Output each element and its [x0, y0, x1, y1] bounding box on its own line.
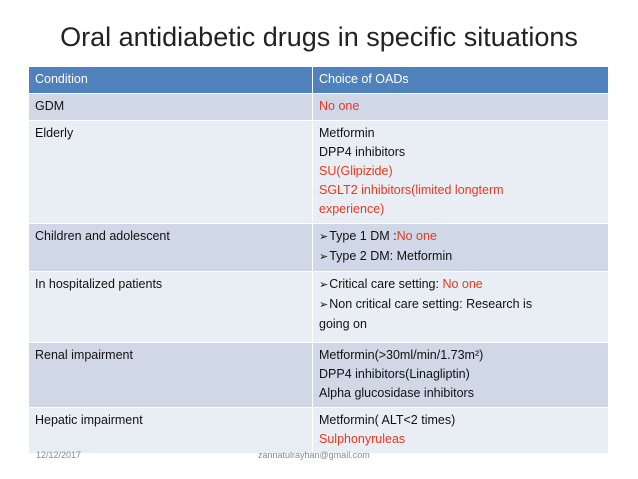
choice-line: ➢Critical care setting: No one — [319, 277, 483, 291]
header-choice: Choice of OADs — [312, 67, 609, 94]
slide-title: Oral antidiabetic drugs in specific situ… — [60, 22, 578, 52]
choice-line: Metformin(>30ml/min/1.73m²) — [319, 348, 484, 362]
table-header-row: Condition Choice of OADs — [29, 67, 609, 94]
condition-cell: In hospitalized patients — [29, 271, 313, 343]
choice-line: going on — [319, 317, 367, 331]
table-row: Hepatic impairment Metformin( ALT<2 time… — [29, 407, 609, 454]
table-row: GDM No one — [29, 93, 609, 121]
choice-line: No one — [319, 99, 360, 113]
choice-line: ➢Non critical care setting: Research is — [319, 297, 533, 311]
choice-line: SU(Glipizide) — [319, 164, 393, 178]
condition-cell: Children and adolescent — [29, 223, 313, 272]
choice-line: DPP4 inhibitors(Linagliptin) — [319, 367, 470, 381]
choice-line: ➢Type 1 DM :No one — [319, 229, 437, 243]
checkmark-arrow-icon: ➢ — [319, 299, 329, 311]
choice-cell: Metformin DPP4 inhibitors SU(Glipizide) … — [312, 120, 609, 224]
choice-cell: No one — [312, 93, 609, 121]
choice-cell: Metformin(>30ml/min/1.73m²) DPP4 inhibit… — [312, 342, 609, 408]
footer-date: 12/12/2017 — [36, 450, 82, 460]
checkmark-arrow-icon: ➢ — [319, 279, 329, 291]
choice-line: Metformin — [319, 126, 375, 140]
header-condition: Condition — [29, 67, 313, 94]
condition-cell: GDM — [29, 93, 313, 121]
choice-line: SGLT2 inhibitors(limited longterm — [319, 183, 504, 197]
choice-cell: ➢Type 1 DM :No one ➢Type 2 DM: Metformin — [312, 223, 609, 272]
choice-line: DPP4 inhibitors — [319, 145, 406, 159]
choice-line: Alpha glucosidase inhibitors — [319, 386, 474, 400]
choice-line: experience) — [319, 202, 385, 216]
table-row: Children and adolescent ➢Type 1 DM :No o… — [29, 223, 609, 272]
table-row: Renal impairment Metformin(>30ml/min/1.7… — [29, 342, 609, 408]
footer-email: zannatulrayhan@gmail.com — [258, 450, 370, 460]
condition-cell: Renal impairment — [29, 342, 313, 408]
choice-line: ➢Type 2 DM: Metformin — [319, 249, 453, 263]
choice-line: Sulphonyruleas — [319, 432, 406, 446]
table-row: In hospitalized patients ➢Critical care … — [29, 271, 609, 343]
condition-cell: Elderly — [29, 120, 313, 224]
checkmark-arrow-icon: ➢ — [319, 231, 329, 243]
oad-table: Condition Choice of OADs GDM No one Elde… — [29, 67, 609, 454]
checkmark-arrow-icon: ➢ — [319, 251, 329, 263]
choice-line: Metformin( ALT<2 times) — [319, 413, 456, 427]
choice-cell: ➢Critical care setting: No one ➢Non crit… — [312, 271, 609, 343]
choice-cell: Metformin( ALT<2 times) Sulphonyruleas — [312, 407, 609, 454]
table-row: Elderly Metformin DPP4 inhibitors SU(Gli… — [29, 120, 609, 224]
condition-cell: Hepatic impairment — [29, 407, 313, 454]
